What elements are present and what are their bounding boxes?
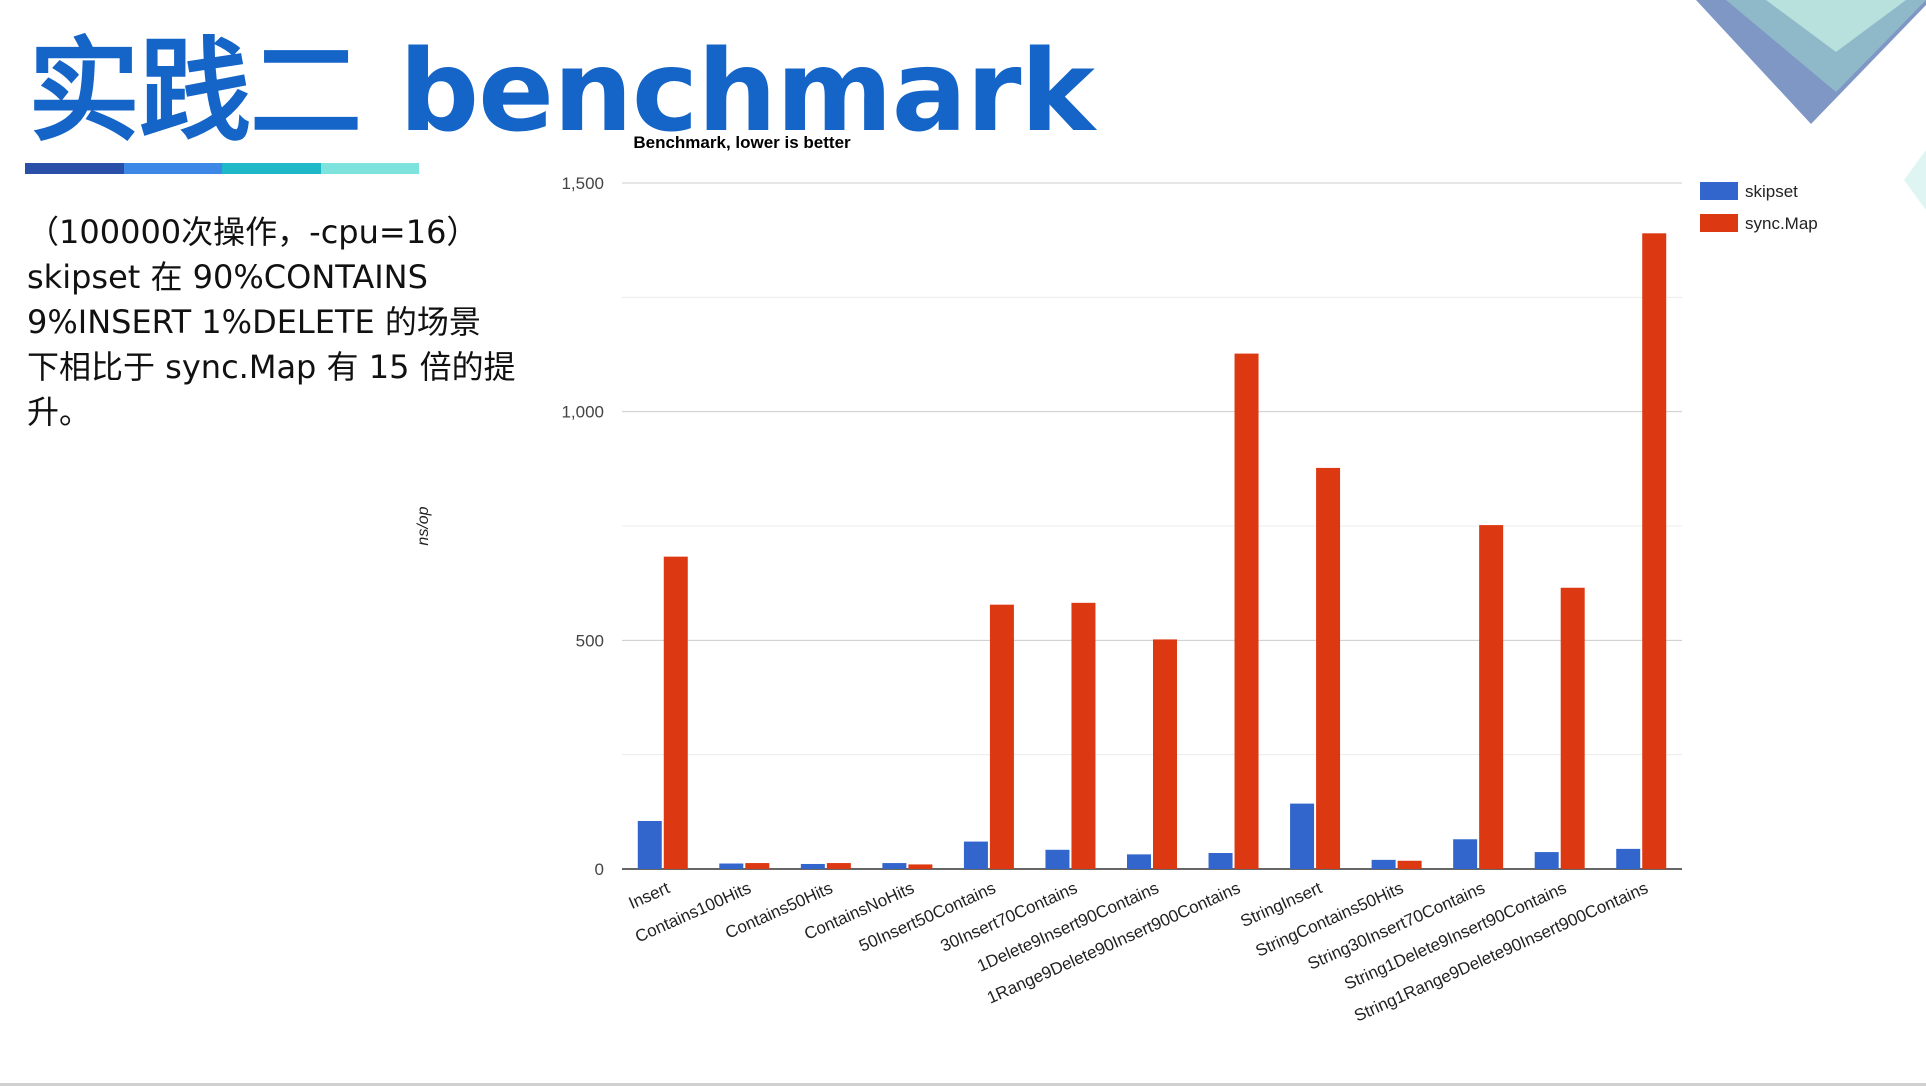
legend-swatch xyxy=(1700,214,1738,232)
description-line: 下相比于 sync.Map 有 15 倍的提 xyxy=(27,348,516,386)
bar-skipset xyxy=(637,820,662,869)
bar-skipset xyxy=(800,863,825,869)
bar-skipset xyxy=(1127,854,1151,869)
bar-skipset xyxy=(1045,849,1070,869)
bar-skipset xyxy=(882,863,907,869)
y-axis-label: ns/op xyxy=(415,506,432,545)
bar-skipset xyxy=(1290,803,1315,869)
underline-segment xyxy=(123,163,222,174)
bar-sync-map xyxy=(745,863,770,869)
bar-sync-map xyxy=(1316,467,1341,869)
corner-right-shape xyxy=(1904,150,1926,210)
description-line: skipset 在 90%CONTAINS xyxy=(27,258,428,296)
corner-triangle-middle xyxy=(1726,0,1926,92)
bar-sync-map xyxy=(826,863,851,869)
legend-swatch xyxy=(1700,182,1738,200)
x-tick-label: 50Insert50Contains xyxy=(856,878,998,955)
bar-sync-map xyxy=(1234,353,1259,869)
corner-decoration xyxy=(1696,0,1926,124)
bar-skipset xyxy=(1534,852,1559,869)
corner-triangle-inner xyxy=(1766,0,1906,52)
bar-sync-map xyxy=(1642,233,1667,870)
bar-sync-map xyxy=(1397,860,1422,869)
bar-sync-map xyxy=(1479,525,1504,869)
y-tick-label: 0 xyxy=(595,860,604,879)
bar-sync-map xyxy=(1153,639,1177,869)
bar-skipset xyxy=(1453,839,1478,869)
bar-sync-map xyxy=(1560,587,1585,869)
corner-right-decoration xyxy=(1904,150,1926,210)
y-tick-label: 500 xyxy=(576,631,604,650)
bar-sync-map xyxy=(989,604,1014,869)
legend-label: sync.Map xyxy=(1745,214,1818,233)
legend-label: skipset xyxy=(1745,182,1798,201)
bar-sync-map xyxy=(663,556,688,869)
bar-skipset xyxy=(1616,848,1641,869)
description-line: 升。 xyxy=(27,393,92,431)
bar-skipset xyxy=(1371,859,1396,869)
bar-skipset xyxy=(963,841,988,869)
slide-title: 实践二 benchmark xyxy=(28,27,1095,157)
bar-skipset xyxy=(1208,852,1233,869)
bar-sync-map xyxy=(1071,602,1096,869)
description-line: （100000次操作，-cpu=16） xyxy=(27,213,479,251)
y-tick-label: 1,000 xyxy=(561,403,604,422)
underline-segment xyxy=(25,163,124,174)
description-line: 9%INSERT 1%DELETE 的场景 xyxy=(27,303,481,341)
underline-segment xyxy=(320,163,419,174)
description: （100000次操作，-cpu=16） skipset 在 90%CONTAIN… xyxy=(27,210,527,435)
bottom-divider xyxy=(0,1083,1926,1086)
bar-skipset xyxy=(719,863,744,869)
title-underline xyxy=(25,163,419,174)
chart-title: Benchmark, lower is better xyxy=(633,133,851,152)
underline-segment xyxy=(222,163,321,174)
bar-sync-map xyxy=(908,864,933,869)
x-tick-label: Insert xyxy=(626,878,673,913)
y-tick-label: 1,500 xyxy=(561,174,604,193)
